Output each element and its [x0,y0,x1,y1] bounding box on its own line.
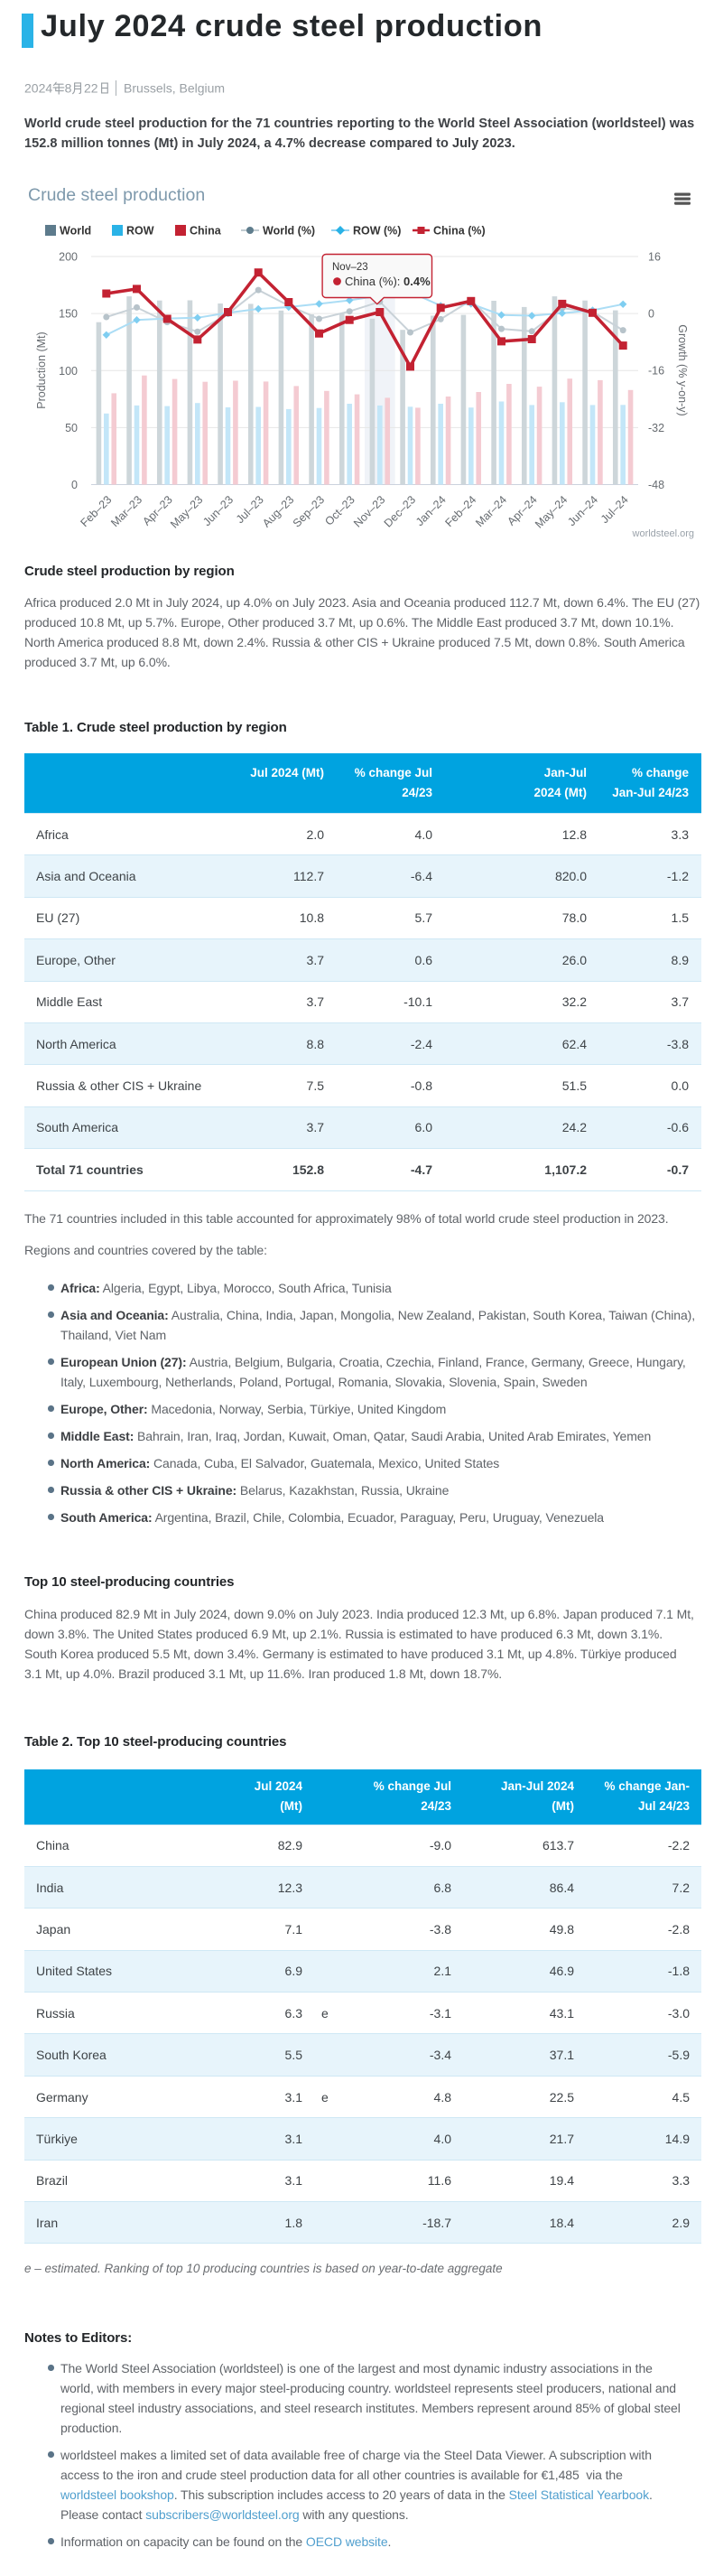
svg-text:Nov–23: Nov–23 [332,262,368,273]
svg-text:May–24: May–24 [533,493,570,530]
svg-text:-48: -48 [648,479,664,491]
svg-text:Mar–23: Mar–23 [108,493,144,529]
svg-text:100: 100 [59,365,78,378]
svg-text:50: 50 [65,422,78,434]
svg-text:Jun–24: Jun–24 [565,493,600,528]
svg-text:150: 150 [59,308,78,321]
svg-text:16: 16 [648,251,661,264]
svg-text:-16: -16 [648,365,664,378]
svg-text:ROW (%): ROW (%) [353,225,401,238]
svg-text:Jan–24: Jan–24 [413,493,449,528]
svg-text:200: 200 [59,251,78,264]
svg-text:Feb–23: Feb–23 [79,493,115,529]
svg-text:World: World [60,225,91,238]
svg-text:Dec–23: Dec–23 [382,493,418,529]
svg-text:Jul–24: Jul–24 [598,493,631,526]
svg-text:0: 0 [648,308,654,321]
svg-text:Production (Mt): Production (Mt) [35,331,48,408]
svg-text:World (%): World (%) [263,225,315,238]
svg-text:Growth (% y-on-y): Growth (% y-on-y) [676,324,689,415]
svg-text:-32: -32 [648,422,664,434]
svg-text:Nov–23: Nov–23 [351,493,387,529]
svg-text:Sep–23: Sep–23 [291,493,327,529]
svg-text:May–23: May–23 [168,493,205,530]
svg-text:China (%): China (%) [433,225,486,238]
svg-text:Mar–24: Mar–24 [473,493,509,529]
svg-text:Feb–24: Feb–24 [443,493,479,529]
svg-text:Crude steel production: Crude steel production [28,185,205,205]
svg-text:ROW: ROW [126,225,154,238]
svg-text:0: 0 [71,479,78,491]
svg-text:Aug–23: Aug–23 [260,493,296,529]
svg-text:China (%): 0.4%: China (%): 0.4% [345,275,431,288]
svg-text:worldsteel.org: worldsteel.org [632,528,694,539]
svg-text:China: China [190,225,222,238]
svg-text:Jun–23: Jun–23 [200,493,236,528]
